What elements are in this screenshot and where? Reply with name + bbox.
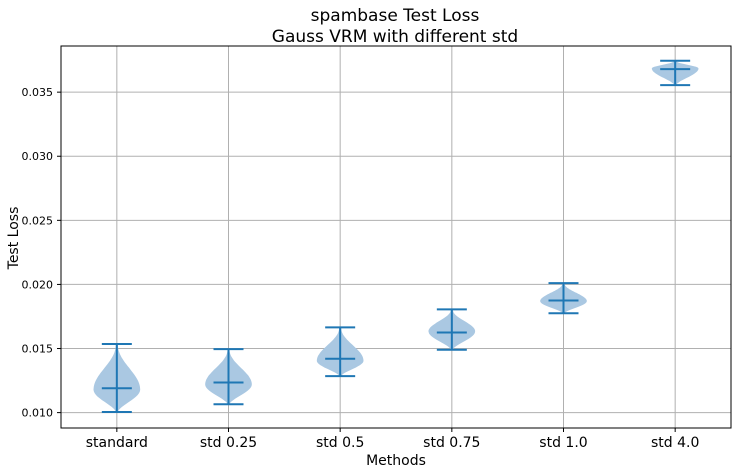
violin-std-1-0 — [540, 282, 587, 315]
chart-title: spambase Test Loss — [311, 6, 480, 26]
violin-std-0-5 — [316, 326, 364, 378]
y-tick-label: 0.030 — [22, 150, 54, 163]
violin-layer — [93, 59, 699, 413]
x-axis-label: Methods — [366, 453, 426, 469]
x-tick-label: std 0.25 — [200, 435, 257, 451]
x-tick-label: std 0.75 — [423, 435, 480, 451]
chart-subtitle: Gauss VRM with different std — [272, 27, 518, 47]
x-tick-label: std 0.5 — [316, 435, 364, 451]
violin-std-0-75 — [428, 308, 476, 351]
y-tick-label: 0.010 — [22, 407, 54, 420]
x-tick-label: std 1.0 — [539, 435, 587, 451]
violin-std-4-0 — [651, 59, 699, 87]
x-tick-label: std 4.0 — [651, 435, 699, 451]
x-axis: standard std 0.25 std 0.5 std 0.75 std 1.0 st… — [86, 428, 699, 451]
violin-std-0-25 — [205, 348, 252, 406]
grid-layer — [61, 46, 731, 428]
plot-frame — [60, 45, 732, 429]
y-tick-label: 0.015 — [22, 343, 54, 356]
x-tick-label: standard — [86, 435, 148, 451]
y-tick-label: 0.035 — [22, 86, 54, 99]
y-tick-label: 0.025 — [22, 214, 54, 227]
violin-standard — [93, 343, 141, 413]
y-tick-label: 0.020 — [22, 278, 54, 291]
y-axis-label: Test Loss — [6, 207, 22, 271]
y-axis: 0.010 0.015 0.020 0.025 0.030 0.035 — [22, 86, 61, 420]
